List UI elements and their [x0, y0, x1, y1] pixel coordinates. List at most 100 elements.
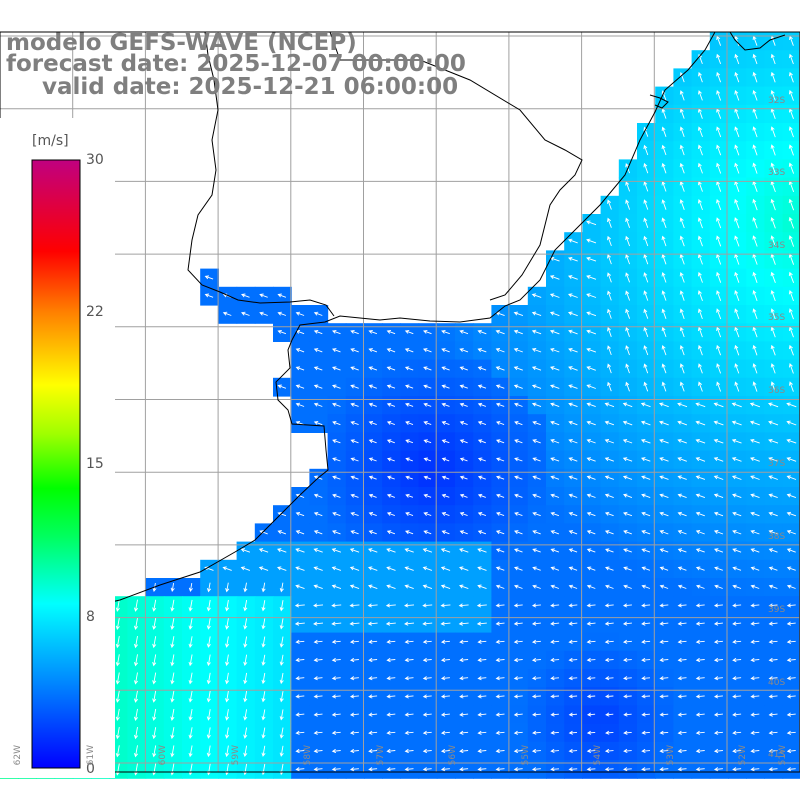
wind-arrow: [277, 293, 287, 298]
wind-arrow: [661, 308, 667, 319]
wind-arrow: [752, 217, 758, 229]
wind-arrow: [405, 439, 414, 444]
wind-arrow: [477, 384, 487, 389]
wind-arrow: [734, 217, 740, 229]
wind-arrow: [331, 730, 341, 735]
wind-arrow: [641, 475, 651, 480]
wind-arrow: [623, 712, 632, 717]
wind-arrow: [477, 566, 487, 571]
wind-arrow: [604, 457, 614, 462]
wind-arrow: [404, 348, 414, 353]
wind-cell: [782, 68, 800, 88]
wind-arrow: [698, 344, 703, 356]
wind-arrow: [786, 420, 797, 426]
wind-arrow: [770, 71, 776, 83]
wind-arrow: [697, 290, 703, 301]
wind-arrow: [586, 676, 596, 681]
wind-arrow: [695, 767, 705, 772]
model-title: modelo GEFS-WAVE (NCEP): [6, 30, 357, 56]
wind-arrow: [586, 603, 596, 608]
wind-arrow: [531, 694, 541, 699]
wind-arrow: [770, 144, 776, 156]
lat-label: 40S: [768, 678, 786, 688]
wind-arrow: [368, 457, 377, 462]
wind-arrow: [441, 329, 450, 335]
wind-arrow: [586, 311, 597, 317]
wind-arrow: [750, 438, 760, 444]
wind-arrow: [386, 694, 396, 699]
wind-arrow: [459, 366, 468, 371]
wind-arrow: [768, 475, 778, 480]
wind-arrow: [495, 366, 505, 371]
wind-arrow: [386, 548, 396, 553]
wind-arrow: [695, 603, 705, 608]
wind-arrow: [495, 329, 505, 335]
lon-label: 53W: [666, 745, 676, 766]
wind-arrow: [659, 420, 669, 426]
wind-arrow: [604, 657, 614, 663]
wind-arrow: [477, 493, 486, 498]
wind-arrow: [459, 457, 468, 462]
wind-arrow: [386, 712, 396, 717]
wind-arrow: [422, 657, 432, 663]
wind-arrow: [550, 530, 560, 535]
wind-arrow: [332, 439, 341, 444]
wind-arrow: [768, 676, 778, 681]
wind-arrow: [568, 566, 578, 571]
wind-arrow: [313, 694, 323, 699]
wind-arrow: [206, 582, 212, 593]
wind-arrow: [495, 657, 505, 663]
wind-arrow: [261, 618, 266, 630]
wind-arrow: [152, 727, 157, 740]
wind-arrow: [422, 676, 432, 681]
wind-arrow: [768, 457, 779, 462]
wind-arrow: [677, 438, 687, 444]
wind-arrow: [188, 709, 193, 721]
wind-arrow: [277, 311, 287, 316]
wind-arrow: [495, 621, 505, 626]
wind-arrow: [770, 344, 776, 356]
wind-arrow: [659, 438, 669, 444]
wind-arrow: [677, 639, 687, 644]
wind-arrow: [713, 402, 724, 408]
wind-arrow: [549, 275, 560, 280]
wind-arrow: [586, 275, 597, 280]
wind-arrow: [332, 420, 341, 426]
wind-arrow: [770, 126, 776, 138]
wind-arrow: [404, 767, 414, 772]
wind-arrow: [513, 712, 523, 717]
wind-arrow: [732, 493, 742, 499]
wind-arrow: [604, 621, 614, 626]
wind-arrow: [550, 676, 560, 681]
wind-arrow: [279, 582, 284, 593]
wind-arrow: [788, 290, 794, 302]
wind-arrow: [350, 511, 359, 517]
wind-arrow: [440, 748, 450, 754]
wind-arrow: [659, 584, 669, 589]
wind-arrow: [750, 475, 760, 480]
wind-arrow: [459, 475, 468, 480]
wind-arrow: [477, 530, 487, 535]
wind-arrow: [313, 511, 323, 517]
wind-arrow: [313, 366, 323, 371]
wind-arrow: [295, 530, 305, 535]
wind-arrow: [350, 384, 359, 389]
wind-arrow: [788, 271, 795, 283]
wind-arrow: [586, 548, 596, 553]
wind-arrow: [405, 493, 414, 498]
wind-arrow: [243, 654, 248, 667]
wind-arrow: [514, 511, 523, 517]
wind-arrow: [532, 530, 541, 535]
wind-cell: [782, 159, 800, 179]
wind-arrow: [750, 566, 760, 571]
wind-arrow: [679, 217, 685, 229]
wind-arrow: [313, 657, 323, 663]
wind-arrow: [459, 512, 468, 517]
wind-arrow: [513, 384, 523, 389]
wind-arrow: [752, 290, 758, 302]
wind-arrow: [459, 439, 468, 444]
wind-arrow: [768, 730, 778, 735]
wind-arrow: [295, 584, 305, 590]
wind-arrow: [206, 618, 211, 630]
wind-arrow: [204, 293, 214, 298]
